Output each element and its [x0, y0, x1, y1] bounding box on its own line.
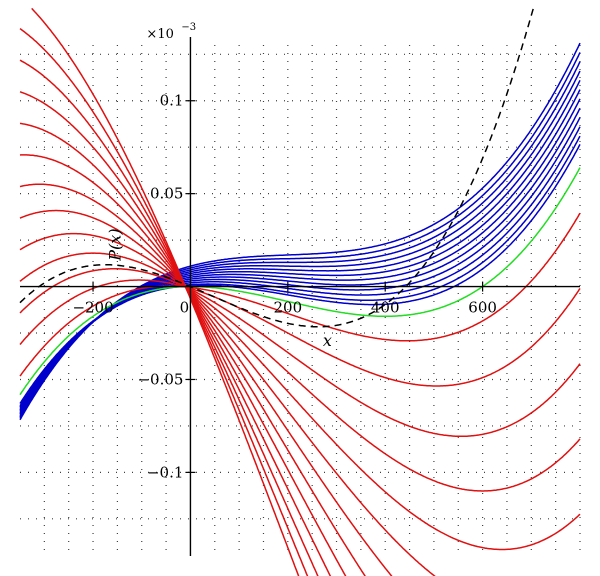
y-exponent-label: ×10	[146, 27, 173, 42]
series-line-red	[19, 122, 347, 576]
y-tick-label: 0.1	[160, 92, 184, 110]
y-tick-label: −0.1	[147, 463, 183, 481]
series-line-blue	[19, 144, 581, 404]
series-line-red	[19, 279, 581, 387]
series-line-red	[19, 209, 436, 576]
series-line-green	[19, 167, 581, 396]
origin-label: 0	[180, 299, 190, 317]
x-tick-label: −200	[72, 299, 113, 317]
curve-annotation: x	[323, 331, 332, 350]
series-line-red	[19, 59, 319, 576]
curves	[19, 7, 581, 576]
envelope-line	[19, 8, 535, 328]
x-tick-label: 200	[274, 299, 303, 317]
labels: P(x) ×10 −3 x 0	[105, 22, 331, 350]
x-tick-label: 600	[468, 299, 497, 317]
y-tick-label: −0.05	[137, 370, 183, 388]
series-line-red	[19, 232, 581, 551]
series-line-red	[19, 27, 309, 576]
ticks: −200 200 400 600 0.1 0.05 −0.05 −0.1	[72, 92, 496, 482]
series-line-red	[31, 7, 300, 576]
series-line-blue	[19, 42, 581, 421]
series-line-red	[19, 212, 581, 377]
y-tick-label: 0.05	[150, 185, 183, 203]
series-line-red	[19, 252, 581, 492]
x-tick-label: 400	[371, 299, 400, 317]
series-line-red	[19, 268, 581, 438]
axes	[20, 37, 580, 556]
y-axis-label: P(x)	[105, 228, 124, 261]
series-line-red	[19, 183, 393, 576]
y-exponent-power: −3	[181, 22, 196, 33]
series-line-red	[19, 154, 366, 576]
